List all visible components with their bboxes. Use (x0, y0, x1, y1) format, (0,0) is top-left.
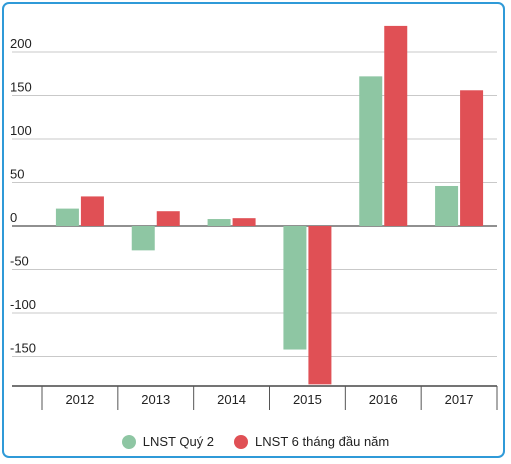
bar-q2-2014 (207, 219, 231, 226)
legend-label-q2: LNST Quý 2 (142, 434, 215, 449)
x-tick-label: 2016 (369, 392, 398, 407)
x-tick-label: 2017 (445, 392, 474, 407)
bar-q2-2012 (55, 208, 79, 226)
y-tick-label: -150 (10, 341, 36, 356)
x-tick-label: 2014 (217, 392, 246, 407)
legend: LNST Quý 2 LNST 6 tháng đầu năm (4, 434, 503, 449)
y-tick-label: -50 (10, 254, 29, 269)
y-tick-label: 100 (10, 123, 32, 138)
x-tick-label: 2015 (293, 392, 322, 407)
legend-item-h1: LNST 6 tháng đầu năm (234, 434, 389, 449)
legend-item-q2: LNST Quý 2 (121, 434, 215, 449)
bar-q2-2015 (283, 226, 307, 350)
bar-h1-2012 (80, 196, 104, 226)
x-tick-label: 2013 (141, 392, 170, 407)
y-tick-label: 150 (10, 80, 32, 95)
bar-q2-2013 (131, 226, 155, 251)
bars (55, 25, 484, 385)
x-axis: 2012 2013 2014 2015 2016 2017 (12, 385, 498, 410)
legend-swatch-q2 (121, 434, 136, 449)
legend-label-h1: LNST 6 tháng đầu năm (255, 434, 390, 449)
bar-h1-2013 (156, 211, 180, 226)
legend-swatch-h1 (234, 434, 249, 449)
bar-h1-2015 (308, 226, 332, 385)
bar-h1-2017 (460, 90, 484, 226)
bar-q2-2016 (359, 76, 383, 226)
y-tick-labels: 200 150 100 50 0 -50 -100 -150 (10, 36, 36, 356)
bar-chart: 2012 2013 2014 2015 2016 2017 200 150 100 50 0 -50… (10, 25, 498, 410)
x-tick-label: 2012 (65, 392, 94, 407)
y-tick-label: 0 (10, 210, 17, 225)
y-tick-label: 200 (10, 36, 32, 51)
bar-q2-2017 (435, 185, 459, 226)
y-tick-label: -100 (10, 297, 36, 312)
bar-h1-2014 (232, 218, 256, 226)
y-tick-label: 50 (10, 167, 24, 182)
bar-h1-2016 (384, 25, 408, 227)
chart-frame: 2012 2013 2014 2015 2016 2017 200 150 100 50 0 -50… (2, 2, 505, 458)
